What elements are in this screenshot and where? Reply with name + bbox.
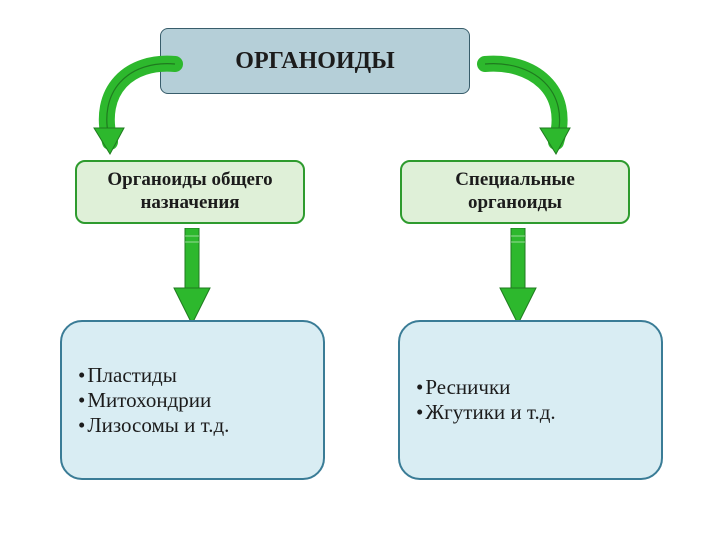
list-item: Лизосомы и т.д. [78,413,229,438]
curve-arrow-left [90,50,200,160]
list-right: Реснички Жгутики и т.д. [416,375,556,425]
list-right-box: Реснички Жгутики и т.д. [398,320,663,480]
title-box: ОРГАНОИДЫ [160,28,470,94]
list-item: Пластиды [78,363,229,388]
list-left: Пластиды Митохондрии Лизосомы и т.д. [78,363,229,438]
curve-arrow-right [470,50,580,160]
down-arrow-left [172,228,212,328]
list-left-box: Пластиды Митохондрии Лизосомы и т.д. [60,320,325,480]
title-text: ОРГАНОИДЫ [235,48,394,75]
list-item: Митохондрии [78,388,229,413]
branch-right-box: Специальные органоиды [400,160,630,224]
down-arrow-right [498,228,538,328]
list-item: Жгутики и т.д. [416,400,556,425]
branch-left-box: Органоиды общего назначения [75,160,305,224]
branch-right-label: Специальные органоиды [410,169,620,215]
list-item: Реснички [416,375,556,400]
branch-left-label: Органоиды общего назначения [85,169,295,215]
